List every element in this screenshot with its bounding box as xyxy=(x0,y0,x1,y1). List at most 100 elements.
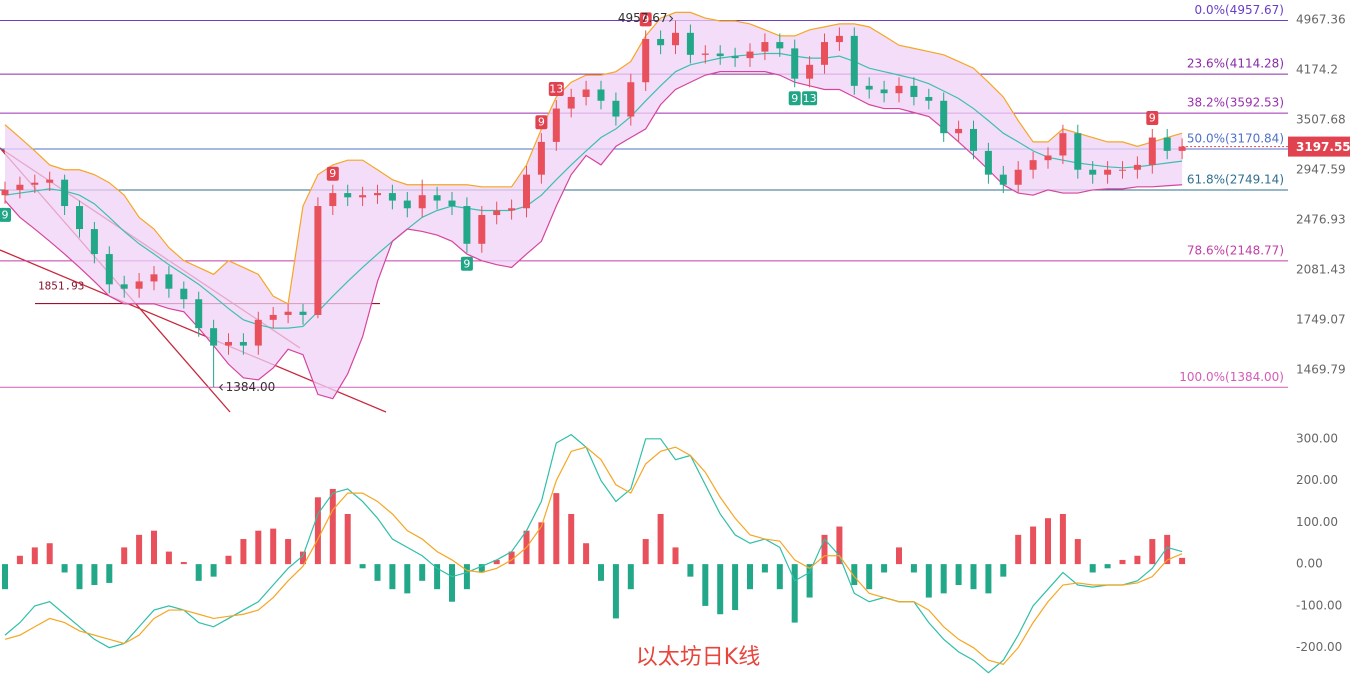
candle-body xyxy=(210,328,218,346)
candle-body xyxy=(955,128,963,134)
macd-bar xyxy=(210,564,217,577)
td-badge xyxy=(802,91,818,106)
candle-body xyxy=(403,200,411,209)
candle-body xyxy=(865,85,873,90)
macd-bar xyxy=(925,564,932,598)
candle-body xyxy=(1163,137,1171,151)
td-badge xyxy=(535,115,548,130)
candle-body xyxy=(597,89,605,101)
td-label: 9 xyxy=(791,92,798,105)
y-tick-label: 300.00 xyxy=(1296,431,1338,445)
candle-body xyxy=(537,141,545,175)
candle-body xyxy=(448,200,456,207)
candle-body xyxy=(672,32,679,46)
macd-bar xyxy=(821,534,828,565)
macd-bar xyxy=(91,564,98,586)
macd-bar xyxy=(538,522,545,565)
candle-body xyxy=(940,100,948,134)
macd-line xyxy=(4,433,1183,674)
candle-body xyxy=(970,128,977,151)
macd-bar xyxy=(1089,564,1096,573)
level-label: 1851.93 xyxy=(38,280,84,293)
macd-bar xyxy=(910,564,917,573)
candle-body xyxy=(299,311,307,315)
macd-bar xyxy=(1149,539,1156,565)
macd-bar xyxy=(46,543,53,565)
y-tick-label: 2081.43 xyxy=(1296,262,1346,276)
macd-bar xyxy=(61,564,68,573)
candle-body xyxy=(850,35,858,86)
candle-body xyxy=(269,314,277,320)
macd-bar xyxy=(359,564,366,569)
candle-body xyxy=(1044,155,1052,161)
macd-bar xyxy=(374,564,381,581)
candle-body xyxy=(1,189,9,196)
macd-bar xyxy=(31,547,38,565)
peak-label: 4957.67 xyxy=(618,11,668,25)
macd-bar xyxy=(1030,526,1037,565)
macd-bar xyxy=(1015,534,1022,565)
arrow xyxy=(669,15,674,22)
macd-bar xyxy=(791,564,798,623)
candle-body xyxy=(135,281,143,289)
macd-bar xyxy=(404,564,411,594)
td-label: 9 xyxy=(538,116,545,129)
candle-body xyxy=(791,48,799,79)
macd-bar xyxy=(121,547,128,565)
candle-body xyxy=(344,193,352,198)
macd-bar xyxy=(627,564,634,590)
macd-bar xyxy=(16,555,23,565)
macd-bar xyxy=(851,564,858,586)
candle-body xyxy=(46,179,54,183)
candle-body xyxy=(284,311,292,315)
candle-body xyxy=(880,89,888,94)
candle-body xyxy=(254,319,262,346)
td-badge xyxy=(1146,110,1159,125)
macd-bar xyxy=(747,564,753,590)
candle-body xyxy=(329,193,337,207)
candle-body xyxy=(731,56,739,59)
candle-body xyxy=(61,179,69,207)
macd-bar xyxy=(702,564,709,606)
y-tick-label: 1469.79 xyxy=(1296,362,1346,376)
macd-bar xyxy=(553,493,560,565)
td-badge xyxy=(460,256,473,271)
y-tick-label: 200.00 xyxy=(1296,473,1338,487)
candle-body xyxy=(418,195,426,209)
candle-body xyxy=(895,85,903,94)
macd-bar xyxy=(1134,555,1141,565)
candle-body xyxy=(225,342,232,346)
fib-label: 0.0%(4957.67) xyxy=(1195,3,1284,17)
macd-bar xyxy=(314,497,321,565)
candle-body xyxy=(388,193,396,201)
td-badge xyxy=(0,207,11,222)
macd-bar xyxy=(300,551,306,565)
y-tick-label: 0.00 xyxy=(1296,557,1323,571)
candle-body xyxy=(627,82,635,117)
macd-bar xyxy=(449,564,455,602)
candle-body xyxy=(76,206,83,230)
td-badge xyxy=(326,166,339,181)
candle-body xyxy=(776,42,784,49)
candle-body xyxy=(493,210,501,216)
macd-bar xyxy=(493,559,500,565)
fib-label: 78.6%(2148.77) xyxy=(1187,243,1284,257)
fib-label: 23.6%(4114.28) xyxy=(1187,57,1284,71)
candle-body xyxy=(1133,164,1141,170)
td-badge xyxy=(639,12,652,27)
macd-bar xyxy=(657,513,664,565)
macd-bar xyxy=(1074,539,1081,565)
macd-bar xyxy=(270,528,277,565)
macd-bar xyxy=(732,564,739,611)
macd-bar xyxy=(1119,559,1126,565)
macd-bar xyxy=(568,513,575,565)
macd-bar xyxy=(1164,534,1171,565)
candle-body xyxy=(746,51,754,59)
candle-body xyxy=(835,35,843,43)
macd-bar xyxy=(329,488,336,565)
candle-body xyxy=(165,274,173,289)
macd-bar xyxy=(672,547,679,565)
macd-bar xyxy=(1000,564,1007,577)
macd-bar xyxy=(136,534,143,565)
candle-body xyxy=(642,38,650,83)
